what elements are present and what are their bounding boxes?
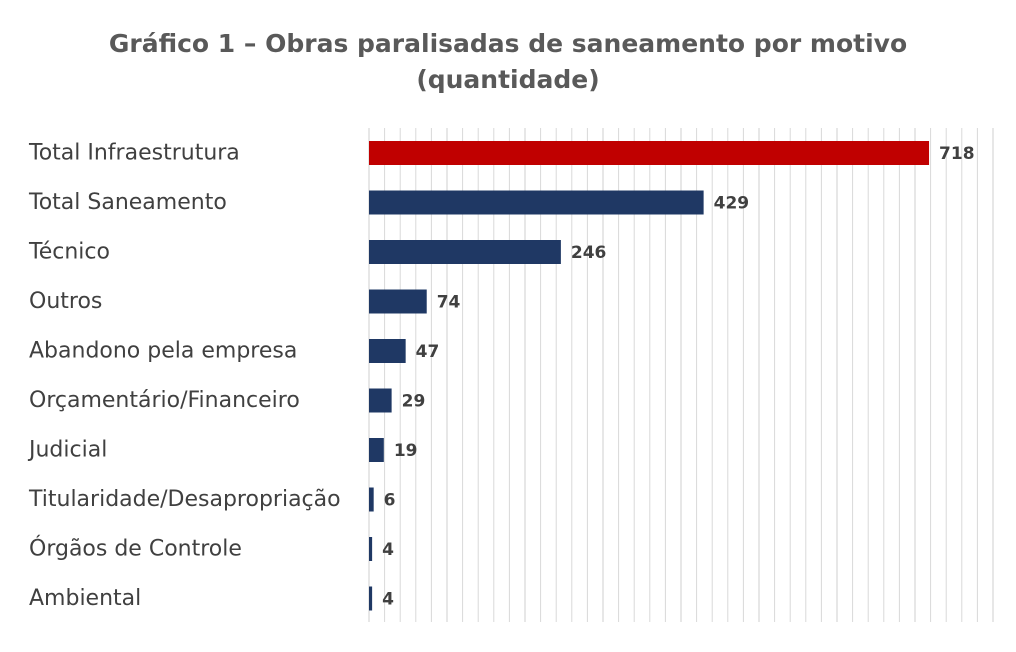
category-label: Técnico: [28, 240, 110, 265]
category-label: Orçamentário/Financeiro: [29, 388, 300, 413]
data-label: 4: [382, 540, 394, 560]
category-label: Judicial: [27, 438, 107, 463]
bar: [369, 438, 384, 462]
chart-title-line-2: (quantidade): [416, 65, 600, 94]
chart-title-line-1: Gráfico 1 – Obras paralisadas de saneame…: [108, 29, 908, 58]
data-label: 19: [394, 441, 418, 461]
category-label: Total Saneamento: [28, 190, 227, 215]
bar: [369, 141, 930, 165]
data-label: 246: [571, 243, 607, 263]
bar: [369, 586, 373, 611]
chart-title: Gráfico 1 – Obras paralisadas de saneame…: [0, 26, 1016, 98]
bar: [369, 289, 427, 314]
bar: [369, 487, 374, 512]
bar: [369, 240, 561, 264]
category-label: Total Infraestrutura: [28, 141, 240, 166]
data-label: 6: [384, 491, 396, 511]
bar: [369, 190, 704, 215]
data-label: 74: [437, 293, 461, 313]
data-label: 429: [714, 194, 750, 214]
category-labels: Total Infraestrutura Total Saneamento Técn…: [27, 141, 341, 612]
bar: [369, 537, 373, 561]
category-label: Outros: [29, 289, 102, 314]
category-label: Órgãos de Controle: [29, 536, 242, 562]
bar: [369, 388, 392, 413]
bar: [369, 339, 406, 363]
data-label: 718: [939, 144, 975, 164]
category-label: Ambiental: [29, 586, 141, 611]
data-label: 29: [402, 392, 426, 412]
category-label: Titularidade/Desapropriação: [28, 487, 341, 512]
data-label: 47: [416, 342, 440, 362]
value-labels: 718 429 246 74 47 29 19 6 4 4: [382, 144, 974, 610]
data-label: 4: [382, 590, 394, 610]
category-label: Abandono pela empresa: [29, 339, 297, 364]
bars: [369, 141, 930, 611]
